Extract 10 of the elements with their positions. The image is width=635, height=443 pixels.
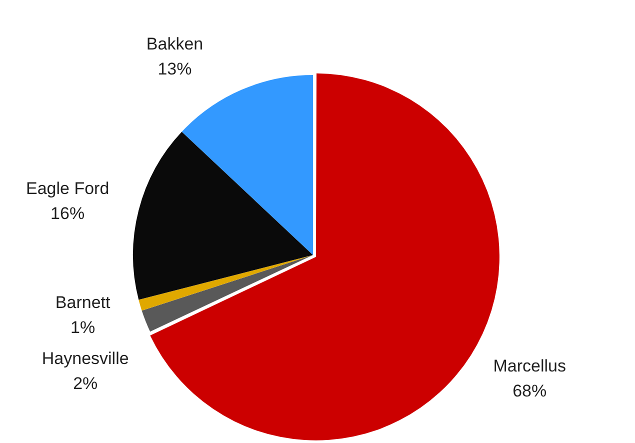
slice-label: Marcellus	[493, 356, 566, 376]
data-label: 68%	[512, 381, 547, 400]
data-label: 16%	[50, 204, 85, 223]
data-label: 1%	[70, 318, 96, 337]
slice-label: Haynesville	[42, 348, 129, 368]
data-label: 13%	[158, 59, 192, 78]
slice-label: Bakken	[146, 34, 204, 54]
slice-label: Eagle Ford	[26, 178, 110, 198]
slice-label: Barnett	[55, 292, 110, 312]
data-label: 2%	[73, 374, 98, 393]
